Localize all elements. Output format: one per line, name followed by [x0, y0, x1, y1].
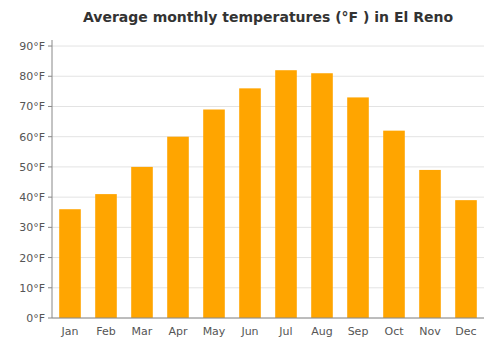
y-tick-label: 20°F	[19, 252, 45, 265]
chart-container: Average monthly temperatures (°F ) in El…	[0, 0, 500, 350]
y-tick	[48, 227, 52, 228]
y-tick-label: 50°F	[19, 161, 45, 174]
y-tick-label: 80°F	[19, 70, 45, 83]
bar	[383, 131, 405, 318]
y-tick	[48, 136, 52, 137]
y-tick	[48, 287, 52, 288]
x-tick-label: May	[203, 325, 226, 338]
chart: Average monthly temperatures (°F ) in El…	[0, 0, 500, 350]
bars	[59, 70, 477, 318]
x-tick-label: Sep	[348, 325, 369, 338]
grid-line	[52, 166, 484, 167]
y-tick	[48, 197, 52, 198]
x-axis: Jan Feb Mar Apr May Jun Jul Aug Sep Oct Nov Dec	[61, 325, 477, 338]
y-tick-label: 30°F	[19, 221, 45, 234]
y-tick-label: 90°F	[19, 40, 45, 53]
y-axis: 0°F 10°F 20°F 30°F 40°F 50°F 60°F 70°F 80°F 90°F	[19, 40, 484, 325]
y-tick-label: 40°F	[19, 191, 45, 204]
bar	[347, 97, 369, 318]
grid-line	[52, 136, 484, 137]
x-tick-label: Mar	[132, 325, 153, 338]
bar	[419, 170, 441, 318]
bar	[167, 137, 189, 318]
x-tick-label: Nov	[419, 325, 441, 338]
bar	[203, 110, 225, 319]
x-tick-label: Oct	[384, 325, 404, 338]
bar	[131, 167, 153, 318]
y-tick	[48, 166, 52, 167]
y-tick	[48, 76, 52, 77]
x-tick-label: Jan	[61, 325, 79, 338]
y-tick	[48, 257, 52, 258]
bar	[455, 200, 477, 318]
grid-line	[52, 46, 484, 47]
x-tick-label: Aug	[311, 325, 332, 338]
bar	[311, 73, 333, 318]
y-tick-label: 70°F	[19, 100, 45, 113]
bar	[239, 88, 261, 318]
x-tick-label: Jun	[240, 325, 258, 338]
x-tick-label: Jul	[278, 325, 292, 338]
x-tick-label: Feb	[96, 325, 115, 338]
grid-line	[52, 76, 484, 77]
y-tick	[48, 106, 52, 107]
x-tick-label: Dec	[455, 325, 476, 338]
y-tick	[48, 46, 52, 47]
y-tick-label: 10°F	[19, 282, 45, 295]
y-axis-line	[52, 40, 53, 318]
bar	[59, 209, 81, 318]
y-tick-label: 60°F	[19, 131, 45, 144]
x-tick-label: Apr	[168, 325, 188, 338]
x-axis-line	[52, 318, 484, 319]
bar	[275, 70, 297, 318]
y-tick-label: 0°F	[26, 312, 45, 325]
grid-line	[52, 106, 484, 107]
grid-line	[52, 318, 484, 319]
y-tick	[48, 318, 52, 319]
bar	[95, 194, 117, 318]
title: Average monthly temperatures (°F ) in El…	[83, 9, 453, 25]
